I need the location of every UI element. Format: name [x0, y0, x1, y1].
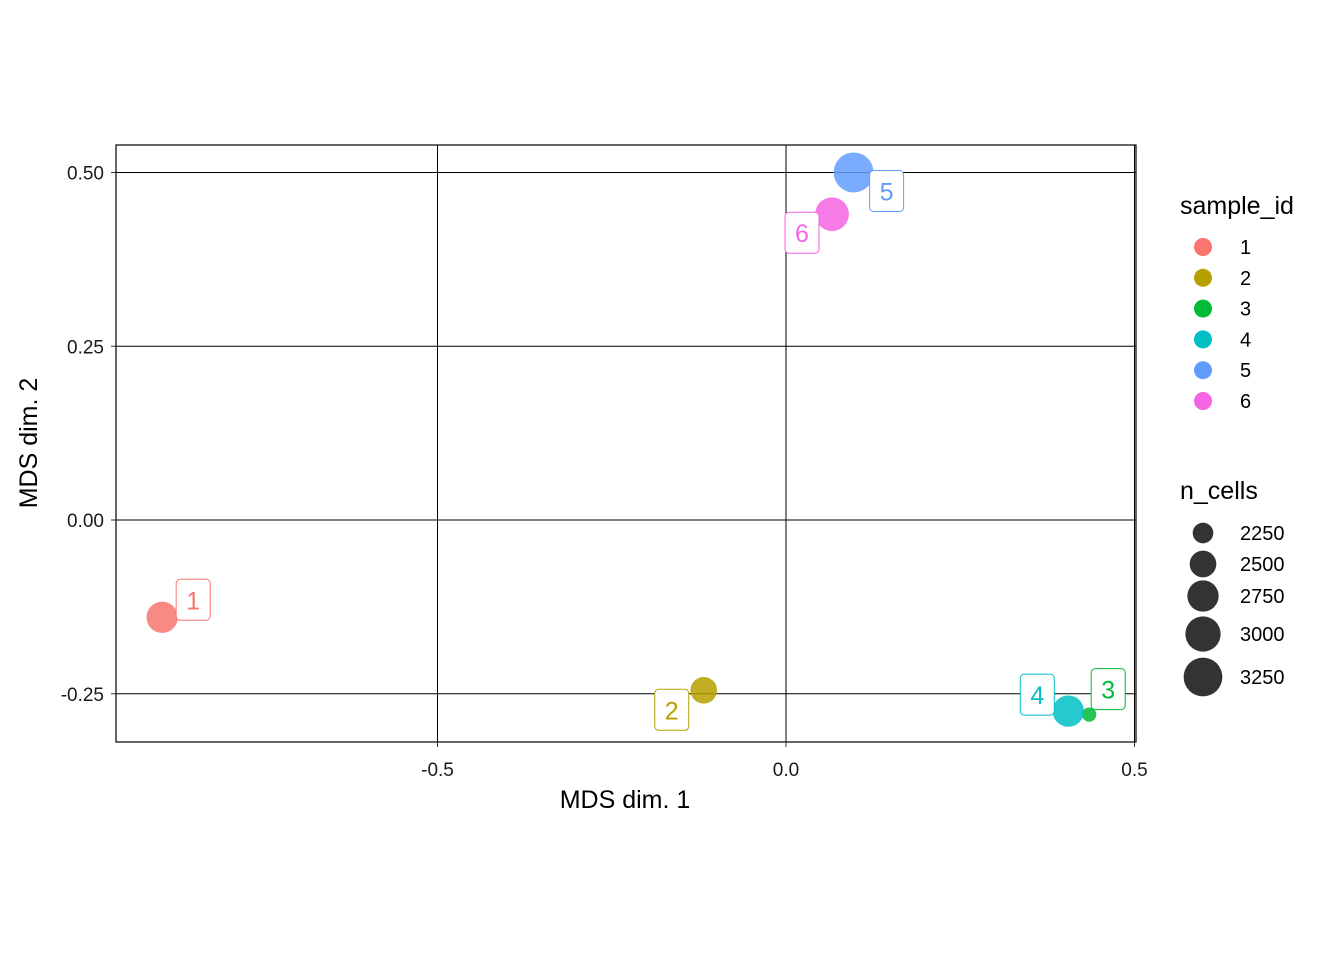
legend-key-sample-1: [1194, 238, 1212, 256]
x-tick-label: 0.5: [1121, 760, 1147, 781]
point-label-box-1: [175, 578, 211, 621]
point-label-box-2: [654, 688, 690, 731]
legend-label-sample-5: 5: [1240, 360, 1251, 382]
legend-key-sample-6: [1194, 392, 1212, 410]
legend-key-size-2500: [1189, 550, 1217, 578]
legend-key-sample-5: [1194, 361, 1212, 380]
y-tick-label: 0.00: [67, 511, 104, 532]
point-labels: 1 2 3 4 5 6: [175, 170, 1126, 731]
legend-key-size-2250: [1192, 522, 1214, 544]
legend-key-sample-3: [1194, 299, 1212, 318]
point-label-3: 3: [1101, 677, 1115, 705]
point-label-4: 4: [1030, 682, 1044, 710]
legend-key-size-3000: [1185, 616, 1221, 652]
legend-sample-id: sample_id 1 2 3 4 5 6: [1180, 192, 1294, 413]
legend-key-sample-2: [1194, 268, 1212, 287]
legend-label-size-2500: 2500: [1240, 554, 1285, 576]
legend-label-size-3000: 3000: [1240, 624, 1285, 646]
point-sample-4: [1052, 695, 1084, 727]
legend-label-size-3250: 3250: [1240, 667, 1285, 689]
legend-label-sample-6: 6: [1240, 391, 1251, 413]
panel-border: [115, 144, 1137, 743]
point-sample-1: [146, 601, 178, 633]
legend-key-size-2750: [1187, 580, 1219, 612]
legend-key-size-3250: [1183, 657, 1223, 697]
point-label-2: 2: [665, 697, 679, 725]
point-sample-3: [1082, 707, 1097, 722]
y-axis-ticks: -0.25 0.00 0.25 0.50: [61, 164, 116, 706]
legend-label-sample-3: 3: [1240, 299, 1251, 321]
x-tick-label: -0.5: [421, 760, 454, 781]
y-tick-label: 0.25: [67, 337, 104, 358]
legend-label-size-2250: 2250: [1240, 523, 1285, 545]
legend-n-cells: n_cells 2250 2500 2750 3000 3250: [1180, 477, 1285, 697]
x-axis-ticks: -0.5 0.0 0.5: [421, 742, 1148, 781]
point-sample-2: [690, 676, 718, 704]
x-tick-label: 0.0: [773, 760, 799, 781]
legend-sample-id-title: sample_id: [1180, 192, 1294, 220]
point-label-1: 1: [186, 587, 200, 615]
point-label-5: 5: [880, 179, 894, 207]
legend-label-sample-2: 2: [1240, 268, 1251, 290]
x-axis-title: MDS dim. 1: [560, 786, 691, 814]
data-points: [146, 152, 1097, 727]
point-label-box-6: [784, 211, 820, 254]
point-sample-5: [833, 152, 874, 193]
legend-label-size-2750: 2750: [1240, 586, 1285, 608]
panel-background: [116, 145, 1136, 742]
legend-key-sample-4: [1194, 330, 1212, 349]
legend-n-cells-title: n_cells: [1180, 477, 1258, 505]
point-label-6: 6: [795, 220, 809, 248]
y-axis-title: MDS dim. 2: [15, 378, 43, 509]
legend-label-sample-4: 4: [1240, 329, 1251, 351]
point-label-box-5: [869, 170, 905, 212]
point-label-box-4: [1019, 673, 1055, 716]
point-label-box-3: [1090, 668, 1126, 711]
y-tick-label: 0.50: [67, 164, 104, 185]
y-tick-label: -0.25: [61, 685, 104, 706]
point-sample-6: [815, 197, 849, 232]
legend-label-sample-1: 1: [1240, 237, 1251, 259]
